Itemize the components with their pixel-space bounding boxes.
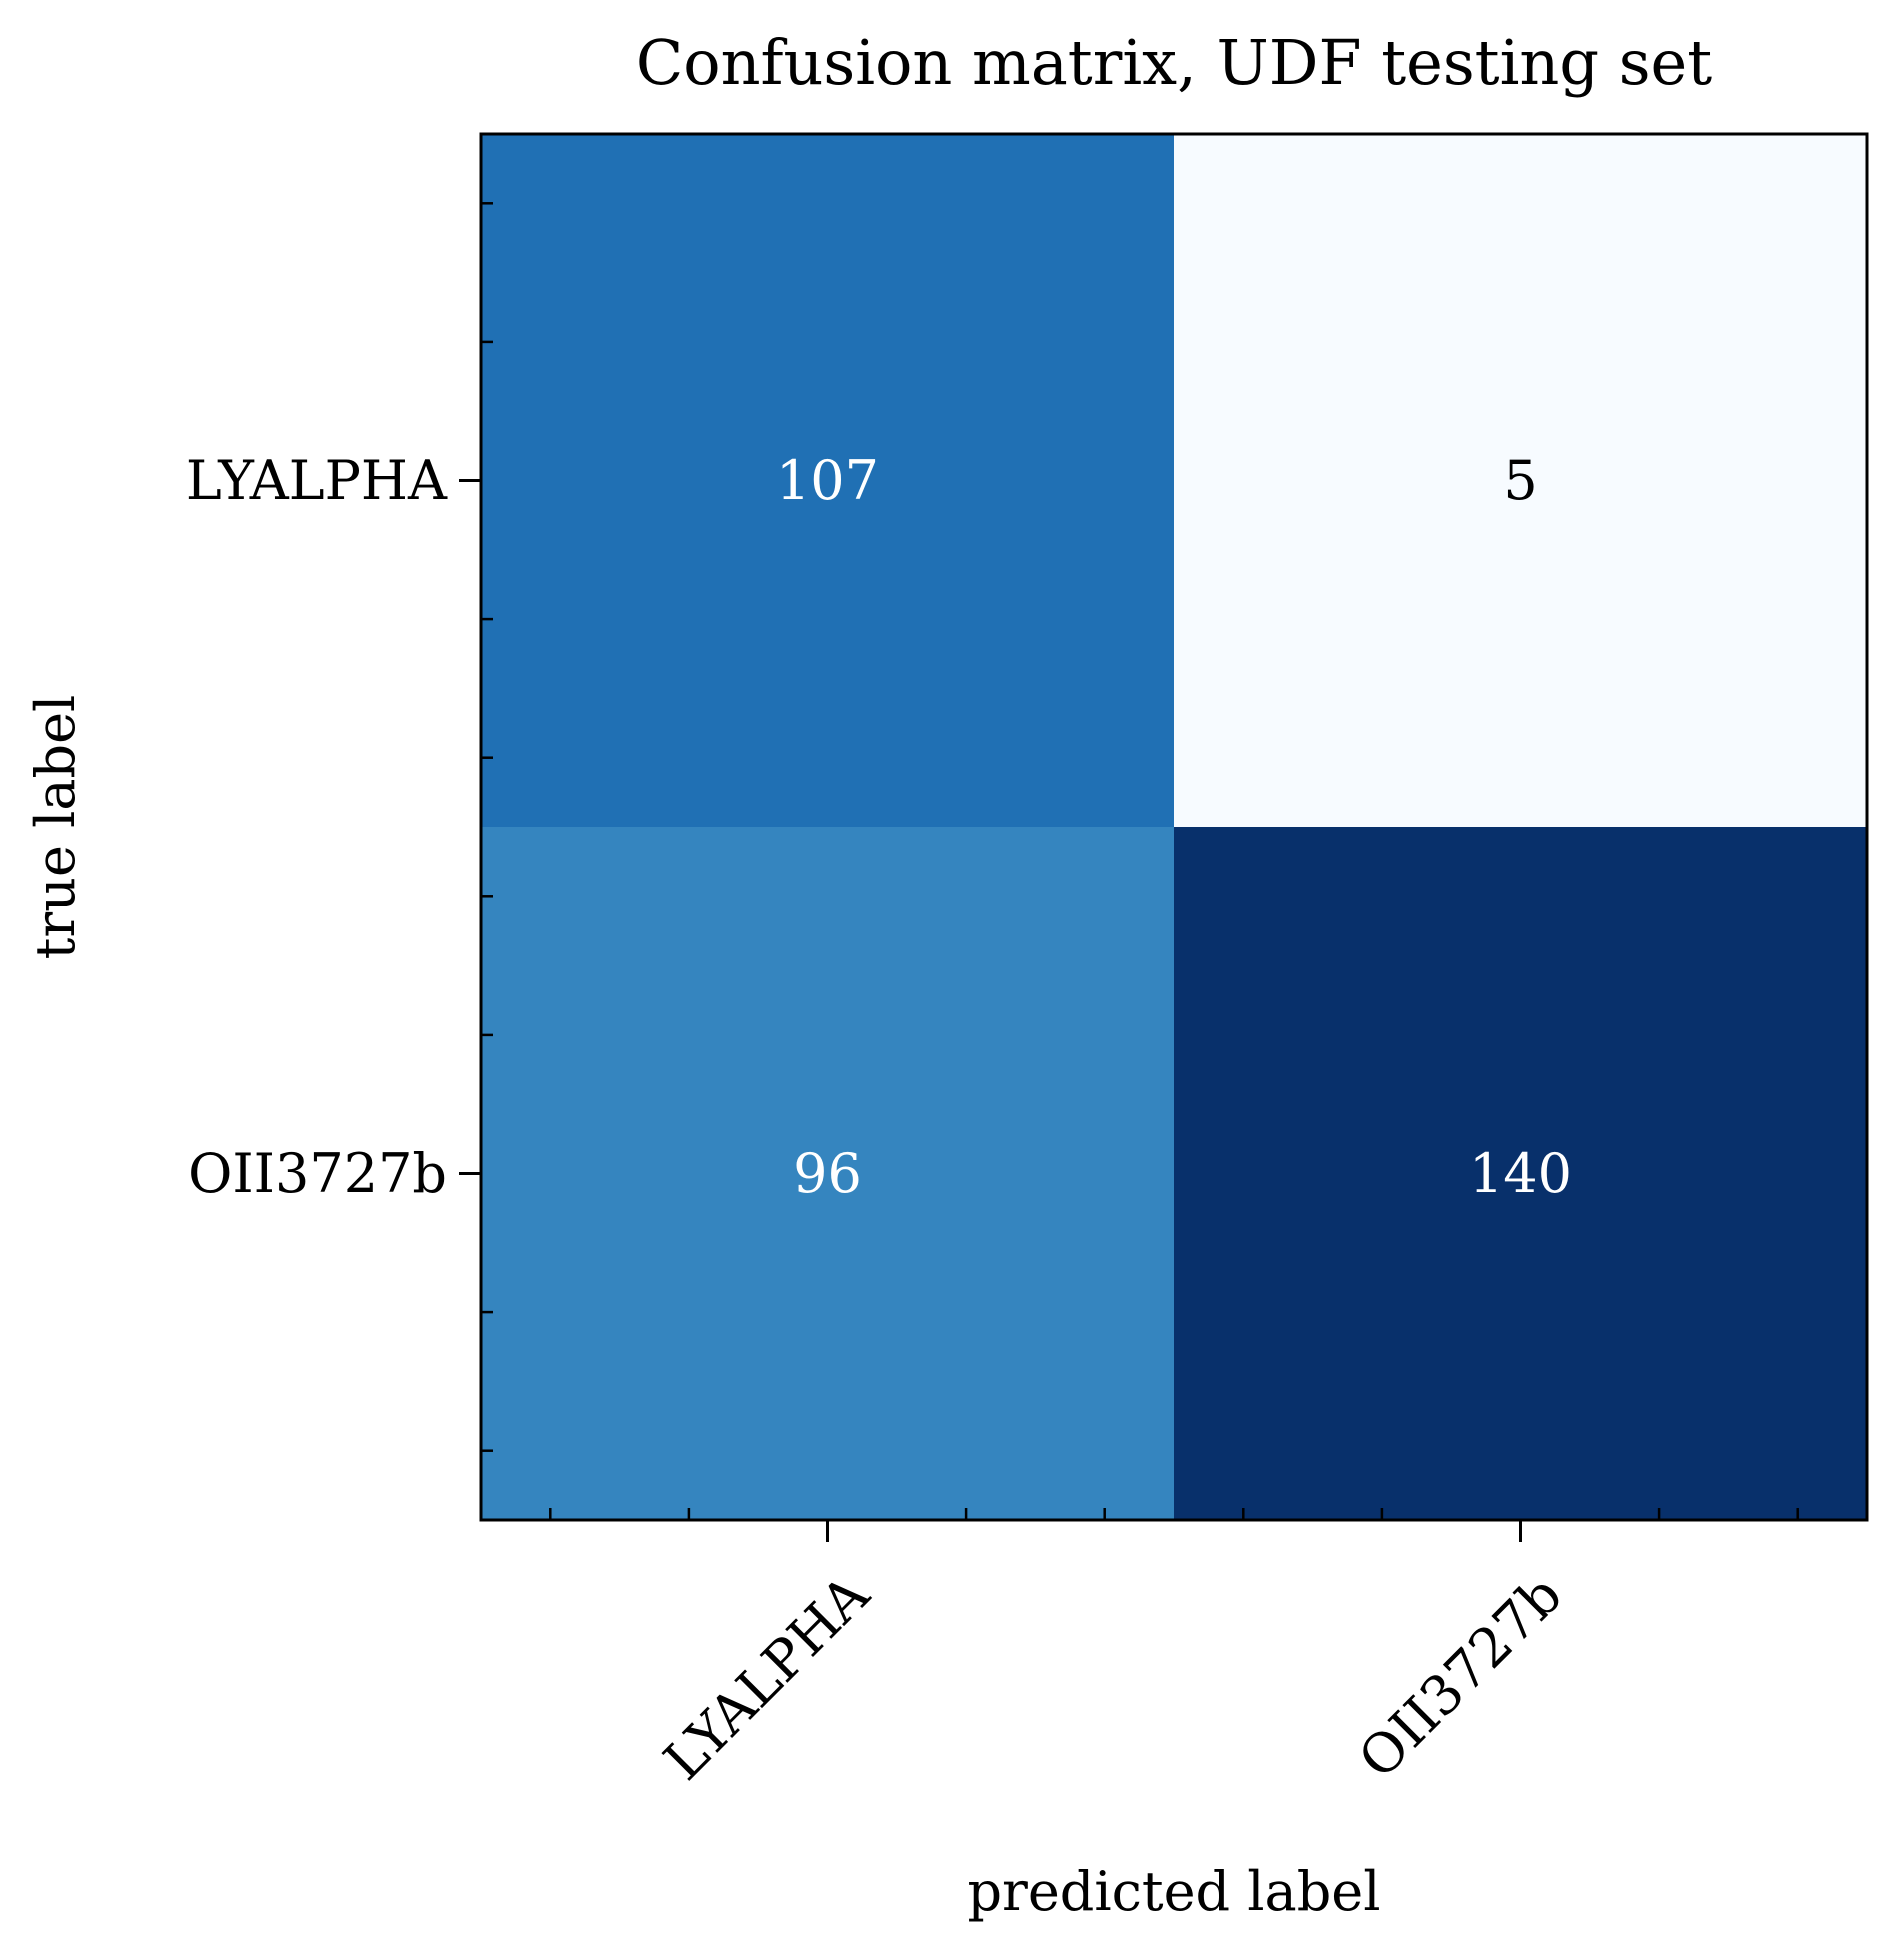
y-tick-label: LYALPHA — [186, 449, 448, 512]
heatmap-cell — [1174, 134, 1868, 828]
y-tick-label: OII3727b — [188, 1142, 447, 1205]
plot-frame — [479, 132, 1869, 1522]
x-axis-label: predicted label — [967, 1860, 1380, 1923]
x-tick-label: OII3727b — [1346, 1563, 1574, 1791]
cell-value-label: 5 — [1503, 449, 1537, 512]
cell-value-label: 140 — [1469, 1142, 1572, 1205]
y-axis-label: true label — [24, 695, 87, 960]
heatmap-cells — [481, 134, 1868, 1521]
y-tick-labels: LYALPHA OII3727b — [186, 449, 448, 1205]
heatmap-cell — [481, 827, 1175, 1521]
cell-value-labels: 107 5 96 140 — [776, 449, 1572, 1205]
x-tick-label: LYALPHA — [652, 1562, 882, 1792]
heatmap-cell — [1174, 827, 1868, 1521]
cell-value-label: 96 — [793, 1142, 862, 1205]
chart-title: Confusion matrix, UDF testing set — [636, 26, 1712, 99]
cell-value-label: 107 — [776, 449, 879, 512]
axis-ticks — [459, 202, 1799, 1542]
heatmap-cell — [481, 134, 1175, 828]
x-tick-labels: LYALPHA OII3727b — [652, 1562, 1574, 1792]
